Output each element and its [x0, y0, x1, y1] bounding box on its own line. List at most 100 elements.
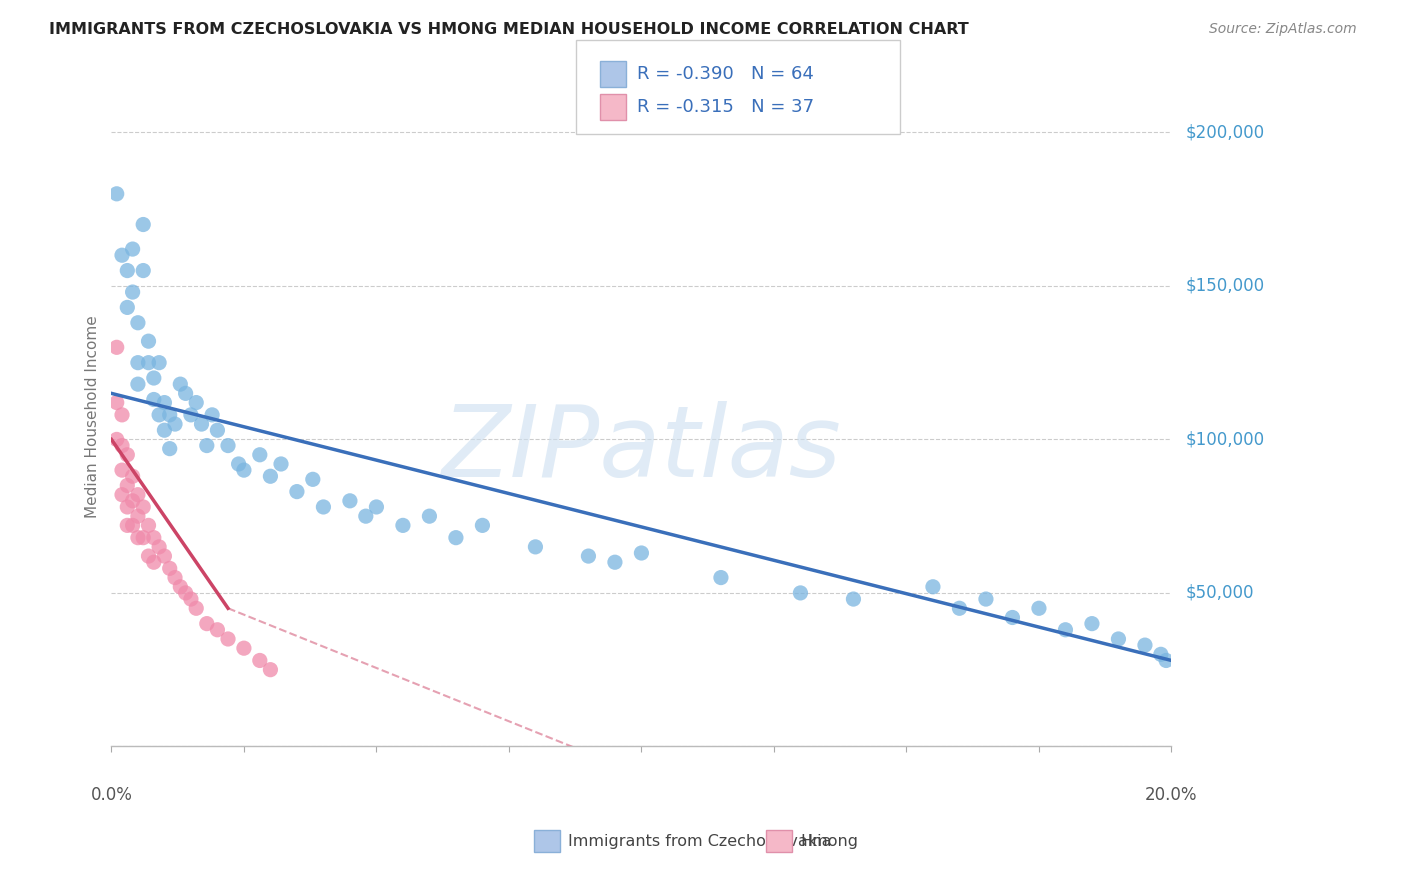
Point — [1107, 632, 1129, 646]
Point — [710, 571, 733, 585]
Point — [524, 540, 547, 554]
Point — [169, 377, 191, 392]
Point — [578, 549, 600, 563]
Point — [603, 555, 626, 569]
Point — [630, 546, 652, 560]
Point — [142, 555, 165, 569]
Point — [922, 580, 945, 594]
Point — [180, 408, 202, 422]
Point — [121, 285, 143, 299]
Y-axis label: Median Household Income: Median Household Income — [86, 315, 100, 517]
Text: Source: ZipAtlas.com: Source: ZipAtlas.com — [1209, 22, 1357, 37]
Point — [132, 218, 155, 232]
Point — [153, 549, 176, 563]
Point — [312, 500, 335, 514]
Point — [1081, 616, 1104, 631]
Text: 20.0%: 20.0% — [1146, 786, 1198, 804]
Point — [1054, 623, 1077, 637]
Point — [138, 518, 160, 533]
Point — [105, 433, 128, 447]
Point — [180, 592, 202, 607]
Point — [121, 493, 143, 508]
Point — [148, 408, 170, 422]
Text: ZIPatlas: ZIPatlas — [441, 401, 841, 498]
Point — [228, 457, 250, 471]
Text: IMMIGRANTS FROM CZECHOSLOVAKIA VS HMONG MEDIAN HOUSEHOLD INCOME CORRELATION CHAR: IMMIGRANTS FROM CZECHOSLOVAKIA VS HMONG … — [49, 22, 969, 37]
Point — [121, 518, 143, 533]
Point — [974, 592, 997, 607]
Point — [201, 408, 224, 422]
Point — [163, 571, 186, 585]
Point — [195, 439, 218, 453]
Point — [217, 632, 239, 646]
Point — [301, 472, 323, 486]
Point — [132, 263, 155, 277]
Point — [127, 531, 149, 545]
Point — [153, 395, 176, 409]
Point — [207, 423, 229, 437]
Point — [418, 509, 440, 524]
Point — [105, 395, 128, 409]
Point — [1133, 638, 1156, 652]
Point — [232, 641, 254, 656]
Point — [105, 340, 128, 354]
Point — [127, 356, 149, 370]
Point — [1028, 601, 1050, 615]
Point — [138, 356, 160, 370]
Point — [366, 500, 388, 514]
Point — [121, 242, 143, 256]
Point — [127, 316, 149, 330]
Point — [138, 334, 160, 348]
Point — [1001, 610, 1024, 624]
Point — [159, 442, 181, 456]
Text: $200,000: $200,000 — [1185, 123, 1264, 142]
Point — [186, 601, 208, 615]
Point — [127, 509, 149, 524]
Point — [392, 518, 415, 533]
Text: Immigrants from Czechoslovakia: Immigrants from Czechoslovakia — [568, 834, 831, 848]
Point — [117, 500, 139, 514]
Point — [132, 500, 155, 514]
Point — [117, 448, 139, 462]
Point — [249, 448, 271, 462]
Point — [186, 395, 208, 409]
Point — [948, 601, 970, 615]
Point — [148, 540, 170, 554]
Text: Hmong: Hmong — [800, 834, 858, 848]
Point — [142, 371, 165, 385]
Text: R = -0.315   N = 37: R = -0.315 N = 37 — [637, 98, 814, 116]
Point — [111, 248, 134, 262]
Text: 0.0%: 0.0% — [90, 786, 132, 804]
Point — [232, 463, 254, 477]
Point — [142, 392, 165, 407]
Point — [195, 616, 218, 631]
Text: R = -0.390   N = 64: R = -0.390 N = 64 — [637, 65, 814, 83]
Point — [285, 484, 308, 499]
Point — [105, 186, 128, 201]
Text: $100,000: $100,000 — [1185, 431, 1264, 449]
Point — [111, 463, 134, 477]
Point — [207, 623, 229, 637]
Point — [111, 408, 134, 422]
Text: $50,000: $50,000 — [1185, 584, 1254, 602]
Point — [117, 301, 139, 315]
Point — [127, 377, 149, 392]
Point — [117, 518, 139, 533]
Point — [117, 263, 139, 277]
Point — [174, 586, 197, 600]
Point — [159, 561, 181, 575]
Point — [1150, 648, 1173, 662]
Point — [471, 518, 494, 533]
Point — [138, 549, 160, 563]
Point — [174, 386, 197, 401]
Point — [1154, 653, 1177, 667]
Point — [259, 663, 281, 677]
Point — [169, 580, 191, 594]
Point — [270, 457, 292, 471]
Point — [163, 417, 186, 431]
Point — [354, 509, 377, 524]
Point — [132, 531, 155, 545]
Point — [789, 586, 811, 600]
Point — [148, 356, 170, 370]
Point — [121, 469, 143, 483]
